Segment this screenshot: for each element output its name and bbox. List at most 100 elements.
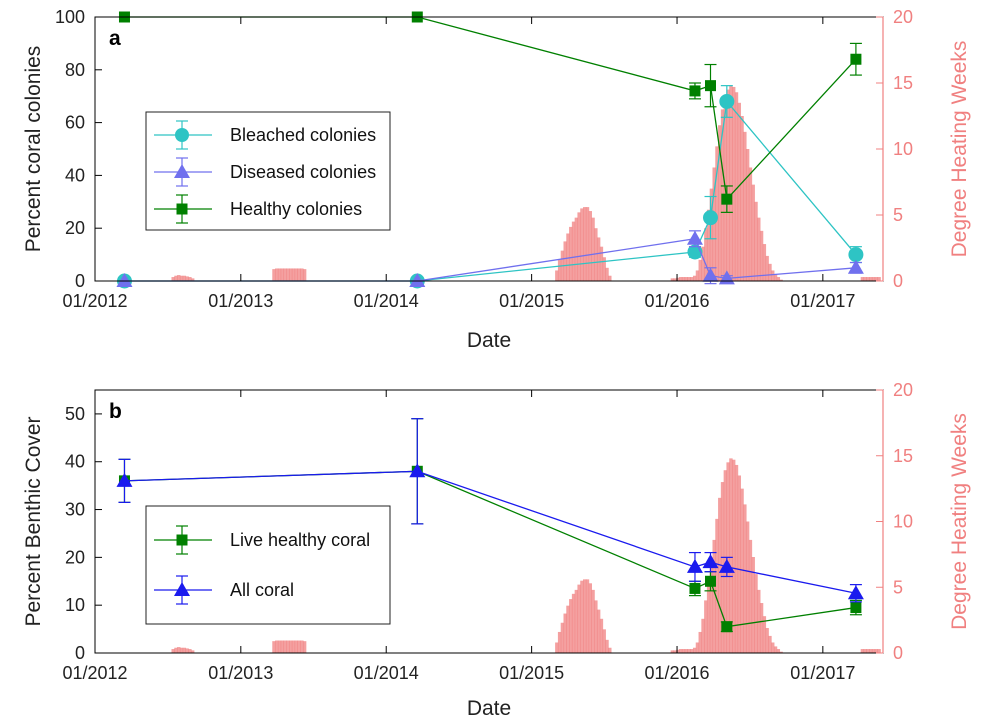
dhw-bar bbox=[754, 201, 758, 281]
dhw-bar bbox=[591, 589, 595, 653]
dhw-bar bbox=[608, 647, 612, 653]
dhw-bar bbox=[687, 649, 691, 653]
dhw-bar bbox=[670, 278, 675, 281]
dhw-bar bbox=[765, 255, 769, 281]
dhw-bar bbox=[712, 167, 716, 281]
dhw-bar bbox=[695, 642, 700, 653]
dhw-bar bbox=[759, 603, 764, 653]
y-right-tick-label: 20 bbox=[893, 380, 913, 400]
data-point bbox=[850, 53, 862, 65]
data-point bbox=[689, 85, 701, 97]
legend-label: Live healthy coral bbox=[230, 530, 370, 550]
dhw-bar bbox=[773, 646, 778, 653]
dhw-bar bbox=[185, 648, 189, 653]
data-point bbox=[409, 273, 426, 287]
dhw-bar bbox=[745, 149, 750, 281]
series-line bbox=[124, 470, 857, 594]
dhw-bar bbox=[706, 209, 711, 281]
dhw-bar bbox=[557, 259, 562, 281]
y-tick-label: 10 bbox=[65, 595, 85, 615]
y-tick-label: 20 bbox=[65, 547, 85, 567]
dhw-bar bbox=[695, 270, 700, 281]
y-right-tick-label: 5 bbox=[893, 577, 903, 597]
data-point bbox=[689, 582, 701, 594]
dhw-bar bbox=[182, 275, 187, 281]
dhw-bar bbox=[566, 233, 570, 281]
dhw-bar bbox=[726, 89, 730, 281]
dhw-bar bbox=[188, 277, 192, 281]
dhw-bar bbox=[679, 277, 683, 281]
y-right-axis-label: Degree Heating Weeks bbox=[948, 413, 971, 630]
panel-b: 01/2012 01/2013 01/2014 01/2015 01/2016 01/20… bbox=[22, 380, 971, 720]
dhw-bar bbox=[580, 208, 584, 281]
dhw-bar bbox=[574, 217, 579, 281]
dhw-bar bbox=[670, 650, 675, 653]
dhw-bar bbox=[302, 641, 307, 653]
dhw-bar bbox=[866, 277, 870, 281]
dhw-bar bbox=[751, 184, 755, 281]
dhw-bar bbox=[748, 167, 753, 281]
panel-label: b bbox=[109, 400, 122, 423]
dhw-bar bbox=[690, 649, 694, 653]
dhw-bar bbox=[863, 649, 867, 653]
dhw-bar bbox=[734, 92, 739, 282]
x-tick-label: 01/2013 bbox=[208, 291, 273, 311]
x-tick-label: 01/2017 bbox=[790, 663, 855, 683]
y-tick-label: 30 bbox=[65, 500, 85, 520]
y-tick-label: 20 bbox=[65, 218, 85, 238]
dhw-bar bbox=[289, 268, 293, 281]
dhw-bar bbox=[596, 609, 601, 653]
x-tick-label: 01/2017 bbox=[790, 291, 855, 311]
panel-label: a bbox=[109, 27, 121, 50]
dhw-bar bbox=[280, 640, 285, 653]
dhw-bar bbox=[704, 228, 708, 281]
y-right-tick-label: 20 bbox=[893, 7, 913, 27]
dhw-bar bbox=[585, 207, 590, 281]
dhw-bar bbox=[555, 270, 559, 281]
dhw-bar bbox=[275, 640, 279, 653]
dhw-bar bbox=[583, 207, 587, 281]
x-tick-label: 01/2014 bbox=[354, 291, 419, 311]
dhw-bar bbox=[182, 647, 187, 653]
data-point bbox=[847, 585, 864, 600]
dhw-bar bbox=[751, 557, 755, 653]
data-point bbox=[686, 558, 703, 573]
dhw-bar bbox=[283, 640, 287, 653]
dhw-bar bbox=[591, 217, 595, 281]
data-point bbox=[702, 554, 719, 569]
legend-marker bbox=[176, 534, 188, 546]
dhw-bar bbox=[874, 649, 879, 653]
dhw-bar bbox=[297, 268, 301, 281]
dhw-bar bbox=[709, 188, 714, 281]
dhw-bar bbox=[277, 640, 282, 653]
data-point bbox=[718, 558, 735, 573]
dhw-bar bbox=[571, 221, 576, 281]
dhw-bar bbox=[676, 649, 680, 653]
dhw-bar bbox=[754, 574, 758, 653]
data-point bbox=[116, 472, 133, 487]
dhw-bar bbox=[773, 274, 778, 281]
dhw-bar bbox=[776, 649, 781, 653]
dhw-bar bbox=[762, 244, 767, 281]
dhw-bar bbox=[866, 649, 870, 653]
legend-box bbox=[145, 505, 391, 625]
y-right-tick-label: 0 bbox=[893, 643, 903, 663]
dhw-bar bbox=[585, 579, 590, 653]
dhw-bar bbox=[596, 237, 601, 281]
dhw-bar bbox=[768, 635, 772, 653]
y-right-tick-label: 15 bbox=[893, 446, 913, 466]
dhw-bar bbox=[718, 125, 722, 282]
data-point bbox=[409, 463, 426, 478]
dhw-bar bbox=[594, 228, 598, 281]
dhw-bar bbox=[740, 488, 744, 654]
dhw-bar bbox=[275, 268, 279, 281]
x-tick-label: 01/2012 bbox=[62, 663, 127, 683]
dhw-bar bbox=[191, 650, 195, 653]
dhw-bar bbox=[737, 475, 741, 653]
dhw-bar bbox=[709, 560, 714, 653]
dhw-bar bbox=[563, 241, 567, 281]
dhw-bar bbox=[765, 628, 769, 653]
dhw-bar bbox=[588, 583, 592, 653]
dhw-bar bbox=[877, 277, 881, 281]
